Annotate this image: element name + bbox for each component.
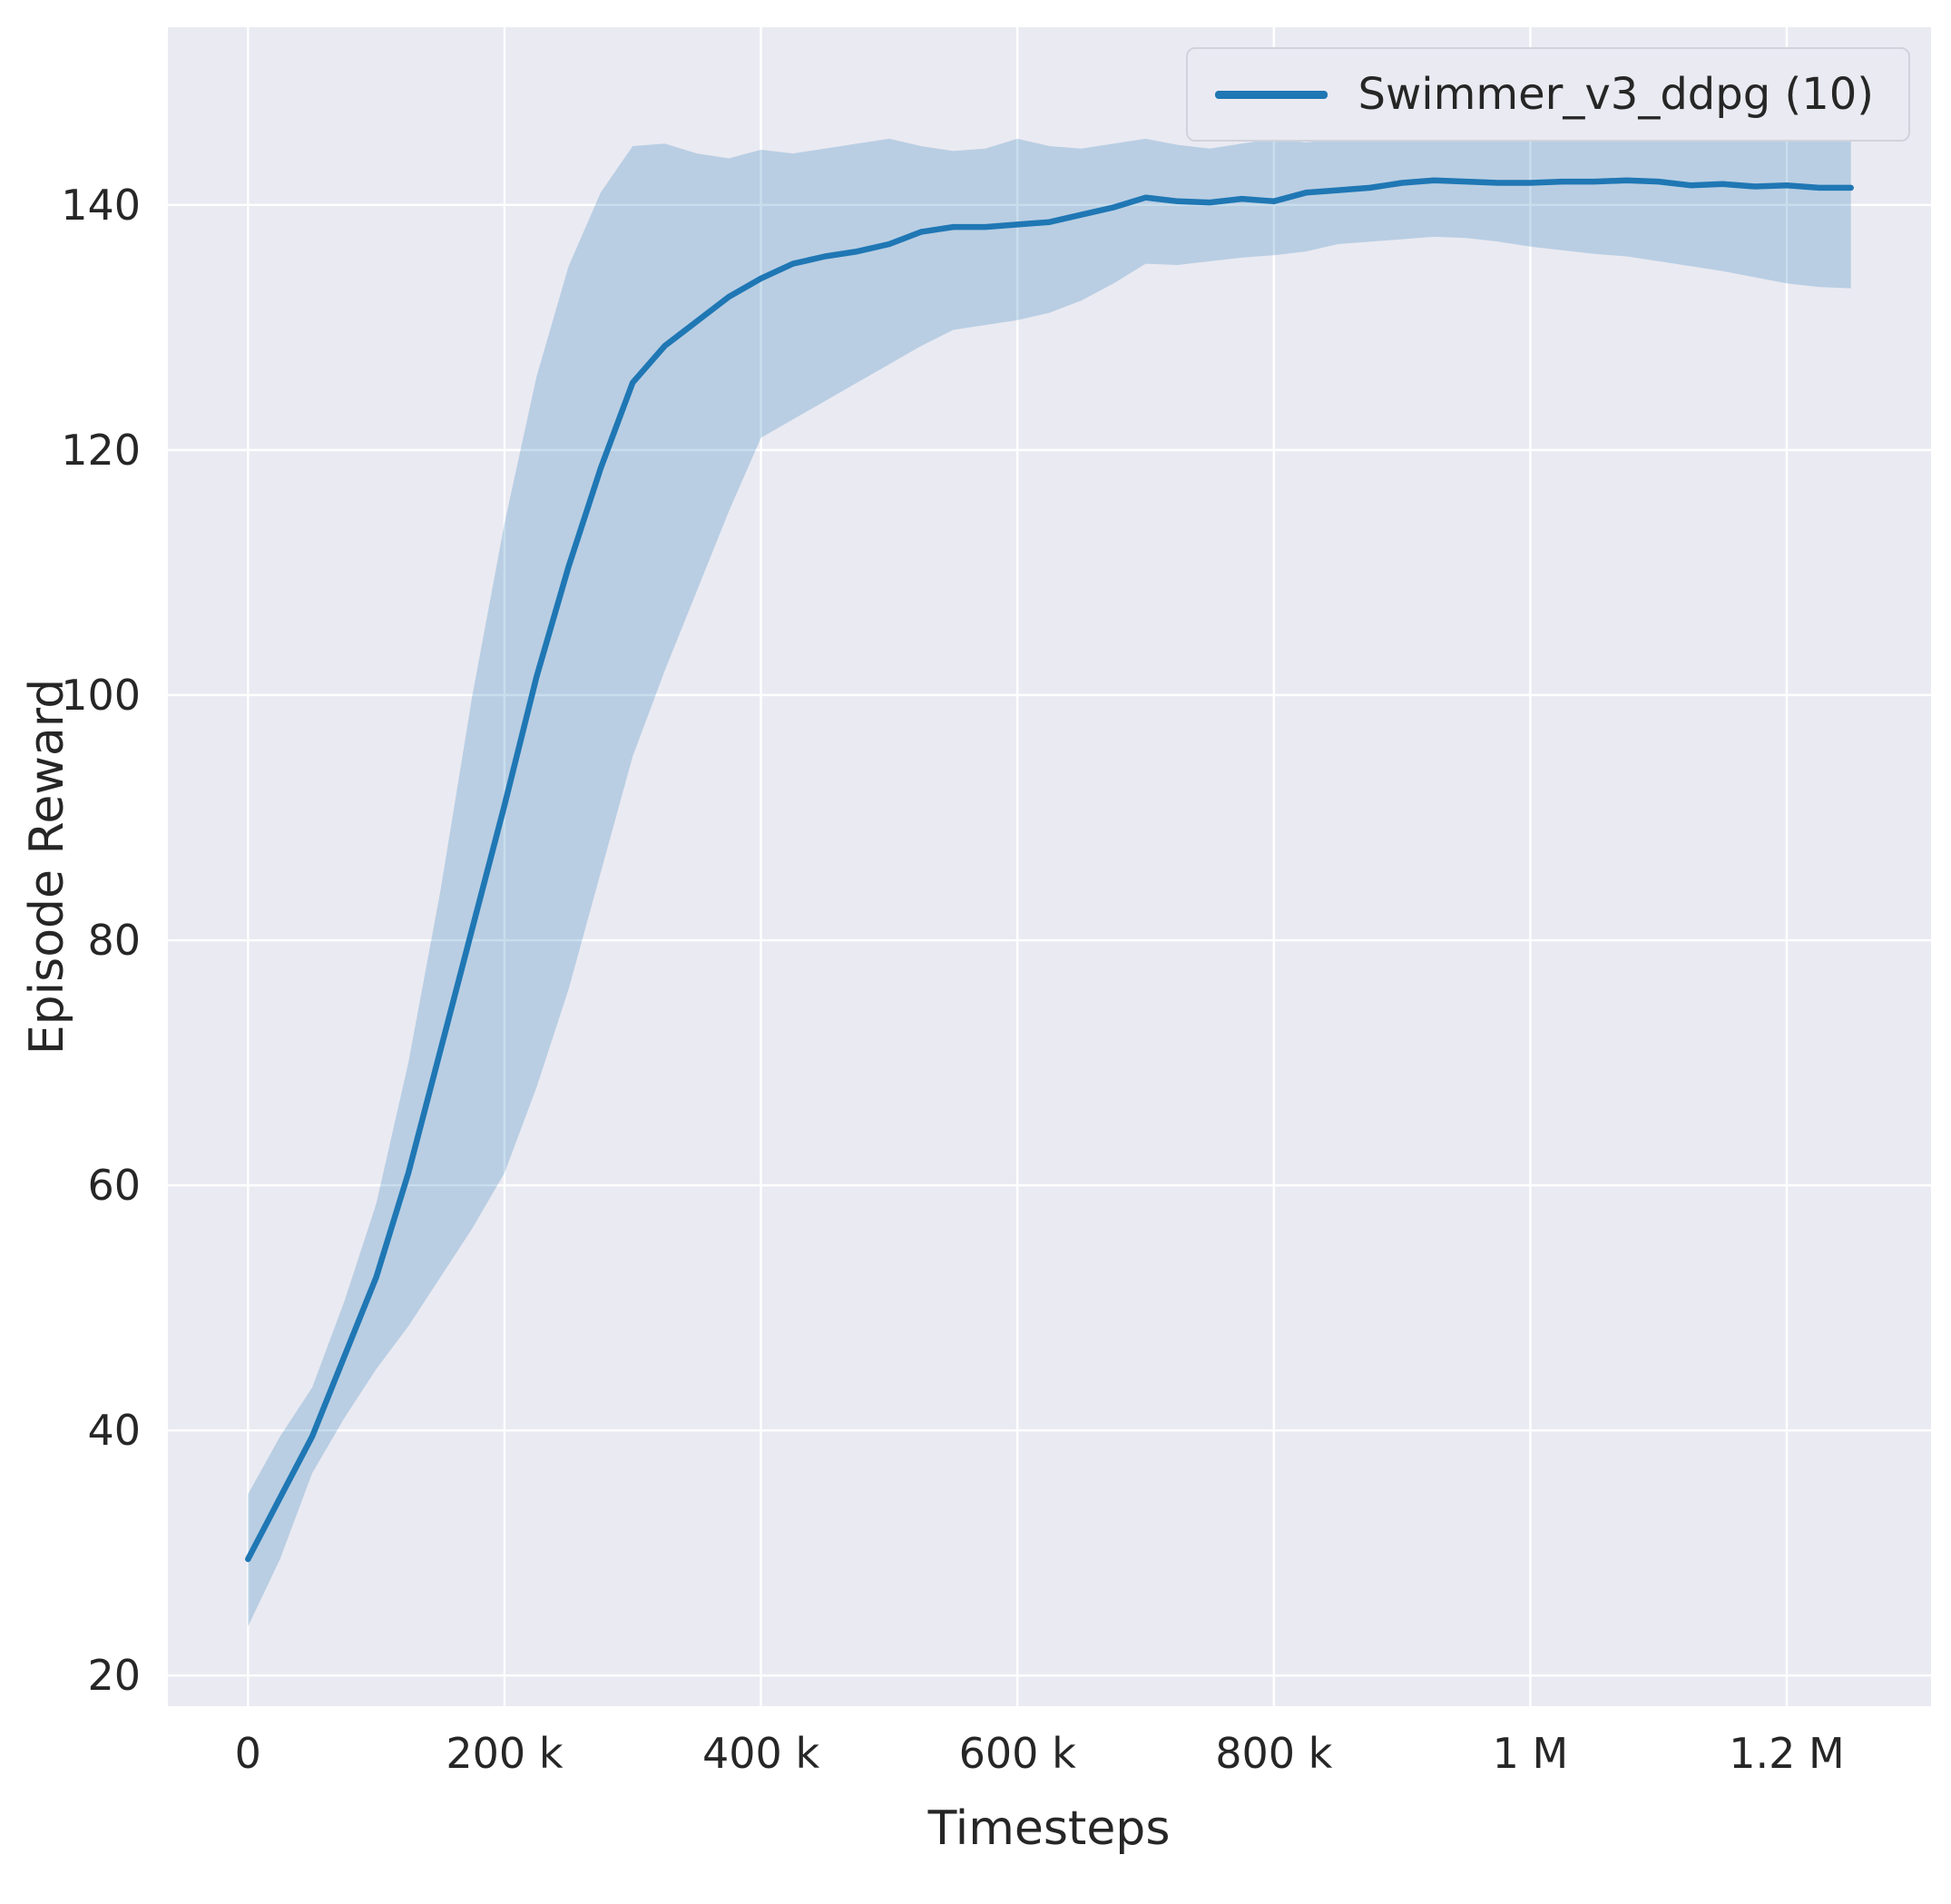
y-tick-label: 40 — [87, 1406, 141, 1455]
x-tick-label: 800 k — [1215, 1729, 1332, 1778]
legend-line-sample — [1214, 90, 1328, 99]
x-axis-label: Timesteps — [927, 1801, 1171, 1856]
y-tick-label: 80 — [87, 916, 141, 965]
y-tick-label: 20 — [87, 1651, 141, 1700]
y-tick-label: 140 — [61, 181, 141, 230]
mean-line — [245, 177, 1854, 1563]
x-tick-label: 200 k — [446, 1729, 563, 1778]
axes-background — [168, 27, 1931, 1706]
x-tick-label: 1.2 M — [1729, 1729, 1844, 1778]
legend-label: Swimmer_v3_ddpg (10) — [1358, 69, 1874, 120]
x-tick-label: 400 k — [702, 1729, 819, 1778]
grid — [168, 27, 1931, 1706]
y-tick-label: 100 — [61, 671, 141, 720]
legend: Swimmer_v3_ddpg (10) — [1185, 47, 1910, 142]
x-tick-label: 0 — [235, 1729, 261, 1778]
y-tick-label: 120 — [61, 426, 141, 475]
confidence-band — [248, 104, 1851, 1627]
y-axis-label: Episode Reward — [20, 678, 74, 1055]
x-tick-label: 1 M — [1493, 1729, 1569, 1778]
x-tick-label: 600 k — [959, 1729, 1076, 1778]
y-tick-label: 60 — [87, 1161, 141, 1210]
